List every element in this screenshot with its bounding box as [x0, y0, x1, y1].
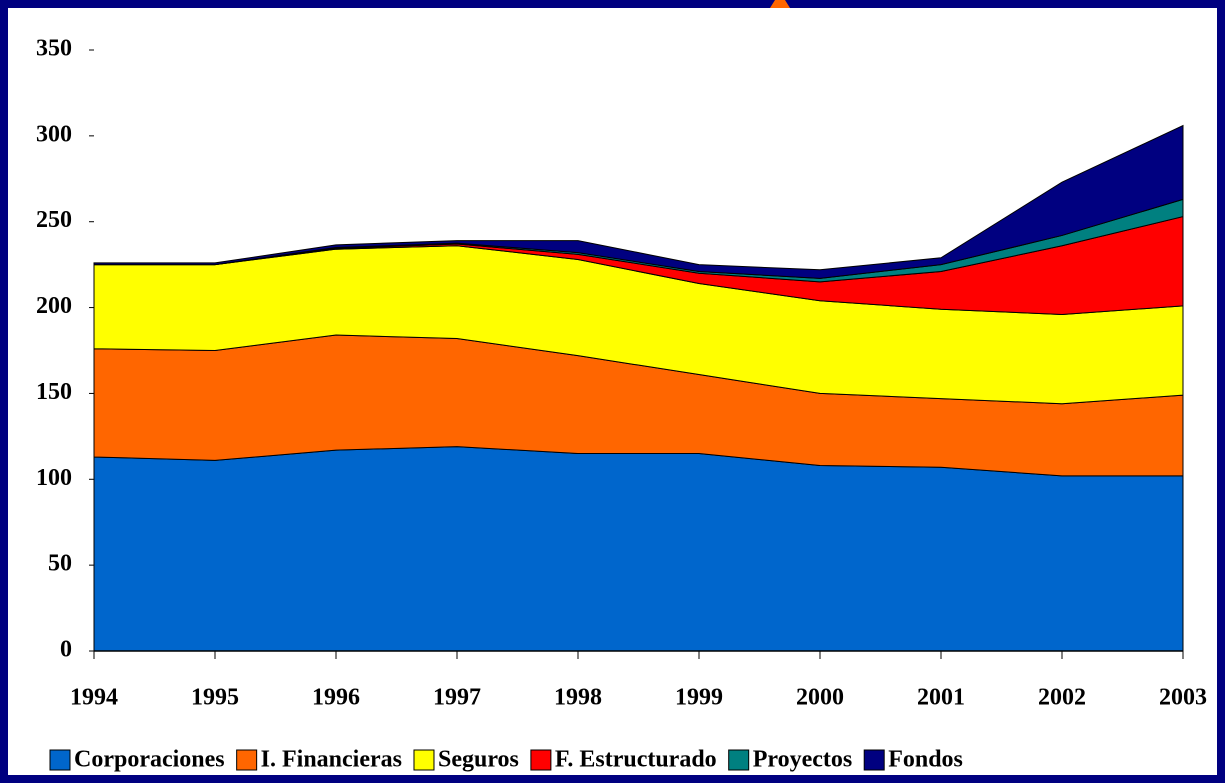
legend-swatch: [236, 749, 258, 771]
x-tick-label: 1998: [554, 685, 602, 711]
legend-label: Fondos: [888, 747, 963, 773]
x-tick-label: 2002: [1038, 685, 1086, 711]
x-tick-label: 2001: [917, 685, 965, 711]
y-tick-label: 250: [36, 207, 72, 233]
legend: Corporaciones I. Financieras Seguros F. Est…: [49, 747, 963, 773]
y-tick-label: 300: [36, 121, 72, 147]
y-tick-label: 200: [36, 293, 72, 319]
x-tick-label: 1996: [312, 685, 360, 711]
legend-swatch: [530, 749, 552, 771]
x-tick-label: 1995: [191, 685, 239, 711]
x-tick-label: 1994: [70, 685, 118, 711]
legend-swatch: [49, 749, 71, 771]
legend-label: Seguros: [438, 747, 519, 773]
legend-label: F. Estructurado: [555, 747, 717, 773]
legend-label: Proyectos: [753, 747, 853, 773]
x-tick-label: 2000: [796, 685, 844, 711]
x-tick-label: 1999: [675, 685, 723, 711]
legend-swatch: [728, 749, 750, 771]
legend-swatch: [413, 749, 435, 771]
x-tick-label: 2003: [1159, 685, 1207, 711]
y-tick-label: 350: [36, 36, 72, 62]
decoration: [770, 0, 790, 8]
x-tick-label: 1997: [433, 685, 481, 711]
area: [93, 124, 1184, 279]
y-tick-label: 50: [48, 551, 72, 577]
area: [93, 446, 1184, 652]
y-tick-label: 100: [36, 465, 72, 491]
y-tick-label: 0: [60, 637, 72, 663]
y-tick-label: 150: [36, 379, 72, 405]
legend-label: Corporaciones: [74, 747, 225, 773]
legend-swatch: [863, 749, 885, 771]
legend-label: I. Financieras: [261, 747, 402, 773]
